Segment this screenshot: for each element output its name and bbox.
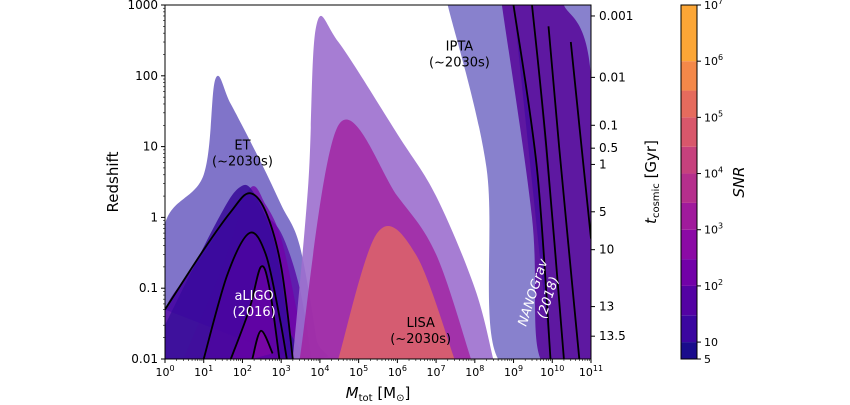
colorbar: 5 10 102 103 104 105 106 107: [680, 0, 723, 366]
label-aligo: aLIGO(2016): [232, 289, 275, 320]
contour-fill-aligo-2: [230, 266, 280, 359]
contour-line-aligo-3: [251, 329, 274, 359]
label-et-line-1: (~2030s): [212, 154, 273, 169]
contour-fill-nanograv-0: [513, 5, 551, 359]
colorbar-segment: [681, 259, 697, 286]
x-tick-label: 102: [233, 364, 252, 379]
x-tick-label: 101: [194, 364, 213, 379]
y-tick-label: 100: [135, 69, 158, 83]
colorbar-frame: [680, 4, 698, 360]
colorbar-segment: [681, 173, 697, 203]
colorbar-segment: [681, 202, 697, 230]
label-et: ET(~2030s): [212, 138, 273, 169]
x-tick-label: 106: [388, 364, 407, 379]
colorbar-segment: [681, 315, 697, 343]
colorbar-tick-label: 5: [704, 353, 711, 366]
contour-line-aligo-2: [229, 265, 281, 359]
contour-line-nanograv-0: [512, 5, 552, 359]
x-tick-label: 1011: [579, 364, 603, 379]
y-tick-label: 10: [143, 140, 158, 154]
contour-fill-aligo-3: [252, 330, 273, 359]
label-et-line-0: ET: [234, 138, 250, 153]
x-tick-label: 108: [465, 364, 484, 379]
plot-area: [165, 5, 591, 359]
y-tick-label: 0.1: [139, 281, 158, 295]
label-lisa: LISA(~2030s): [390, 316, 451, 347]
label-lisa-line-0: LISA: [406, 316, 435, 331]
contour-line-nanograv-2: [547, 26, 581, 359]
colorbar-tick-label: 102: [704, 278, 723, 293]
label-aligo-line-1: (2016): [232, 305, 275, 320]
colorbar-segment: [681, 90, 697, 118]
y2-tick-label: 0.001: [599, 9, 633, 23]
colorbar-segment: [681, 5, 697, 62]
x-tick-label: 100: [155, 364, 174, 379]
y2-axis: 0.001 0.01 0.1 0.5 1 5 10 13 13.5: [591, 9, 633, 343]
colorbar-segment: [681, 229, 697, 260]
contour-line-nanograv-1: [531, 5, 565, 359]
y2-axis-label: tcosmic [Gyr]: [642, 140, 662, 224]
label-ipta-line-0: IPTA: [446, 39, 474, 54]
y2-tick-label: 13.5: [599, 329, 626, 343]
colorbar-segment: [681, 146, 697, 174]
colorbar-tick-label: 107: [704, 0, 723, 12]
y2-tick-label: 13: [599, 300, 614, 314]
label-aligo-line-0: aLIGO: [234, 289, 273, 304]
contour-line-nanograv-3: [569, 41, 591, 239]
x-tick-label: 107: [427, 364, 446, 379]
y-axis: 0.01 0.1 1 10 100 1000: [127, 0, 165, 366]
x-tick-label: 103: [272, 364, 291, 379]
y-axis-label: Redshift: [104, 151, 122, 212]
label-ipta-line-1: (~2030s): [429, 55, 490, 70]
colorbar-segment: [681, 117, 697, 147]
y2-tick-label: 0.01: [599, 70, 626, 84]
region-lisa-layer-1: [338, 226, 455, 359]
y2-tick-label: 5: [599, 205, 607, 219]
colorbar-label: SNR: [730, 166, 748, 197]
y2-tick-label: 10: [599, 243, 614, 257]
y-tick-label: 1000: [127, 0, 158, 12]
contour-line-aligo-1: [202, 231, 288, 359]
x-axis-label: Mtot [M⊙]: [346, 384, 411, 401]
label-lisa-line-1: (~2030s): [390, 332, 451, 347]
colorbar-tick-label: 104: [704, 166, 723, 181]
colorbar-tick-label: 106: [704, 53, 723, 68]
colorbar-segment: [681, 342, 697, 359]
colorbar-tick-label: 105: [704, 109, 723, 124]
y2-tick-label: 0.1: [599, 118, 618, 132]
x-tick-label: 1010: [540, 364, 564, 379]
colorbar-segment: [681, 61, 697, 91]
label-ipta: IPTA(~2030s): [429, 39, 490, 70]
x-axis: 100 101 102 103 104 105 106 107 108 109 1010 1011: [155, 359, 603, 379]
snr-contours: [165, 5, 591, 359]
x-tick-label: 109: [504, 364, 523, 379]
plot-frame: [164, 4, 592, 360]
colorbar-tick-label: 10: [704, 336, 718, 349]
y-tick-label: 0.01: [131, 352, 158, 366]
x-tick-label: 105: [349, 364, 368, 379]
y-tick-label: 1: [150, 210, 158, 224]
x-tick-label: 104: [310, 364, 329, 379]
y2-tick-label: 0.5: [599, 141, 618, 155]
y2-tick-label: 1: [599, 157, 607, 171]
colorbar-tick-label: 103: [704, 222, 723, 237]
contour-line-aligo-0: [165, 192, 294, 359]
colorbar-segment: [681, 285, 697, 316]
